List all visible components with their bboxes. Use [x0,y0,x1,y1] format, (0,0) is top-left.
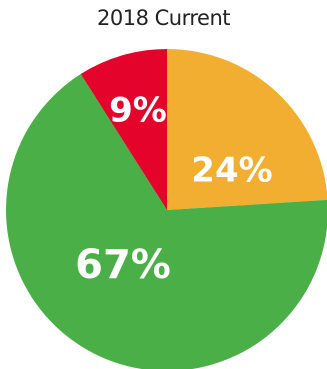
slice-label-9: 9% [109,91,167,131]
slice-label-67: 67% [75,242,171,288]
pie-slices [6,49,327,369]
slice-label-24: 24% [191,151,272,191]
chart-title: 2018 Current [97,6,231,30]
pie-slice-9 [80,49,167,210]
pie-slice-24 [167,49,327,210]
pie-labels: 24% 67% 9% [75,91,273,289]
pie-slice-67 [6,74,327,369]
